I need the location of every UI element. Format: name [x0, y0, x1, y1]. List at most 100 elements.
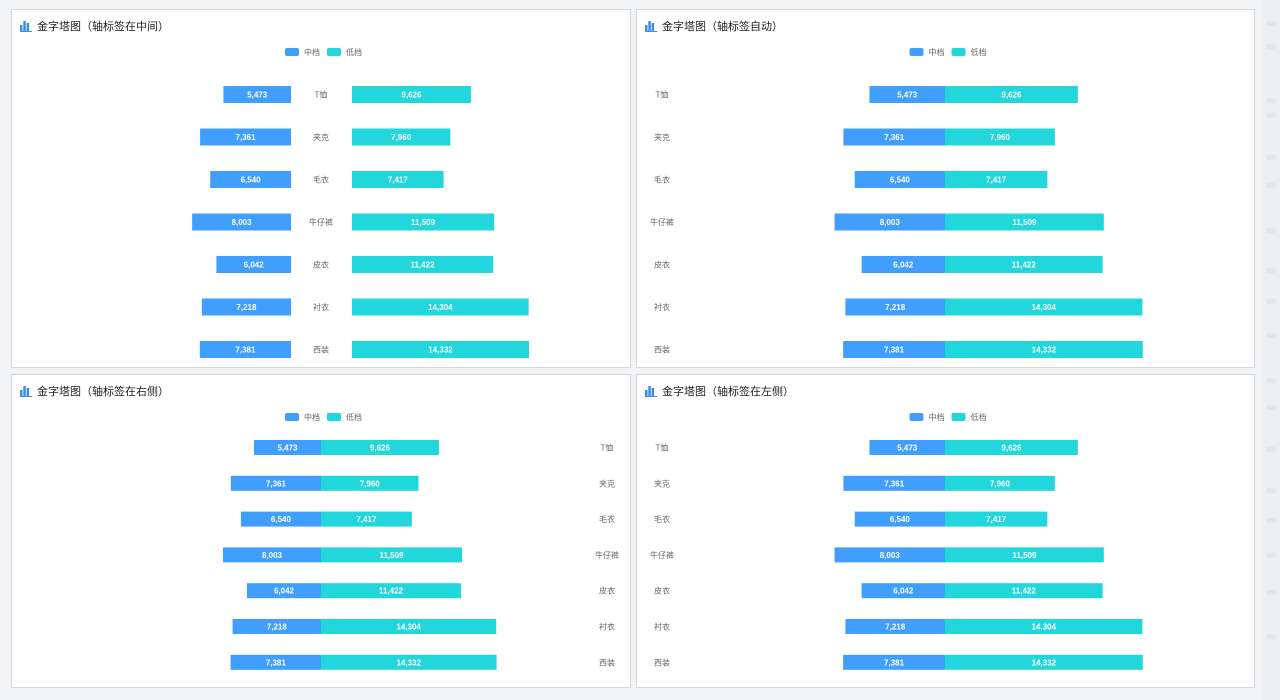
data-label-mid: 8,003	[880, 551, 901, 560]
data-label-mid: 5,473	[897, 91, 918, 100]
data-label-low: 7,960	[990, 479, 1011, 488]
bar-mid-6	[843, 341, 945, 358]
bar-low-4	[945, 583, 1103, 599]
category-label: 毛衣	[313, 175, 329, 185]
legend-swatch-mid	[909, 48, 924, 56]
data-label-mid: 7,361	[236, 133, 257, 142]
data-label-mid: 6,540	[271, 515, 292, 524]
category-label: 牛仔裤	[650, 217, 674, 227]
bar-mid-4	[861, 256, 945, 273]
legend-swatch-mid	[285, 413, 299, 421]
data-label-low: 14,304	[396, 623, 421, 632]
data-label-low: 7,960	[360, 479, 381, 488]
category-label: 皮衣	[654, 586, 670, 596]
bar-low-3	[945, 547, 1104, 563]
data-label-low: 7,417	[986, 515, 1007, 524]
bar-mid-1	[843, 475, 945, 491]
bar-mid-0	[869, 86, 945, 103]
bar-low-6	[945, 654, 1143, 670]
category-label: 夹克	[599, 478, 615, 488]
bar-mid-6	[199, 341, 291, 358]
data-label-mid: 6,042	[893, 587, 914, 596]
bar-low-2	[321, 511, 412, 527]
data-label-mid: 5,473	[247, 91, 268, 100]
data-label-mid: 6,540	[890, 176, 911, 185]
bar-mid-2	[854, 511, 945, 527]
bar-low-6	[945, 341, 1143, 358]
data-label-mid: 6,540	[241, 176, 262, 185]
bar-mid-0	[253, 440, 321, 455]
data-label-mid: 8,003	[880, 218, 901, 227]
chart-panel-auto: 金字塔图（轴标签自动） 中档 低档 5,473 9,626 T恤 7,361 7,960 夹克…	[636, 9, 1255, 368]
legend-swatch-low	[951, 413, 966, 421]
data-label-low: 11,422	[1012, 261, 1037, 270]
bar-mid-5	[845, 619, 945, 634]
pyramid-chart-right: 中档 低档 5,473 9,626 T恤 7,361 7,960 夹克 6,540 7,417 毛衣…	[222, 412, 619, 670]
category-label: 牛仔裤	[595, 550, 619, 560]
bar-low-1	[321, 475, 419, 491]
category-label: 衬衣	[654, 622, 670, 632]
data-label-low: 7,417	[986, 176, 1007, 185]
data-label-low: 14,332	[1032, 658, 1057, 667]
category-label: 毛衣	[599, 514, 615, 524]
bar-low-4	[945, 256, 1103, 273]
legend-label-low: 低档	[346, 47, 362, 57]
bar-mid-0	[869, 440, 945, 455]
data-label-low: 14,332	[1032, 346, 1057, 355]
data-label-mid: 7,381	[235, 346, 256, 355]
data-label-low: 7,417	[356, 515, 377, 524]
data-label-mid: 7,218	[236, 303, 257, 312]
chart-panel-left: 金字塔图（轴标签在左侧） 中档 低档 5,473 9,626 T恤 7,361 7,960 夹…	[636, 374, 1255, 688]
panel-title-text: 金字塔图（轴标签在左侧）	[662, 386, 794, 398]
bar-mid-0	[223, 86, 291, 103]
bar-mid-4	[216, 256, 291, 273]
data-label-mid: 7,361	[884, 133, 905, 142]
bar-chart-icon	[20, 21, 32, 32]
bar-low-6	[352, 341, 530, 358]
page-scrollbar-track[interactable]	[1262, 0, 1280, 700]
bar-low-1	[352, 128, 451, 146]
panel-title-text: 金字塔图（轴标签在中间）	[37, 21, 169, 33]
data-label-mid: 6,042	[244, 261, 265, 270]
category-label: 皮衣	[654, 260, 670, 270]
pyramid-chart-middle: 中档 低档 5,473 9,626 T恤 7,361 7,960 夹克 6,540 7,417 毛衣…	[192, 47, 530, 358]
category-label: 西装	[654, 657, 670, 667]
bar-chart-icon	[645, 21, 657, 32]
category-label: T恤	[656, 90, 669, 100]
category-label: 西装	[599, 657, 615, 667]
data-label-low: 14,332	[428, 346, 453, 355]
bar-mid-2	[240, 511, 321, 527]
data-label-mid: 7,218	[885, 623, 906, 632]
bar-low-0	[945, 440, 1078, 455]
panel-title: 金字塔图（轴标签自动）	[645, 18, 783, 34]
bar-low-6	[321, 654, 497, 670]
category-label: 牛仔裤	[650, 550, 674, 560]
data-label-mid: 8,003	[232, 218, 253, 227]
bar-low-4	[321, 583, 461, 599]
bar-low-1	[945, 475, 1055, 491]
data-label-mid: 6,042	[893, 261, 914, 270]
data-label-low: 7,960	[391, 133, 412, 142]
category-label: T恤	[315, 90, 328, 100]
category-label: 衬衣	[654, 302, 670, 312]
data-label-low: 7,960	[990, 133, 1011, 142]
category-label: 皮衣	[599, 586, 615, 596]
bar-mid-2	[854, 171, 945, 188]
legend-label-mid: 中档	[929, 412, 945, 422]
data-label-mid: 7,218	[885, 303, 906, 312]
bar-mid-3	[834, 213, 945, 231]
pyramid-chart-left: 中档 低档 5,473 9,626 T恤 7,361 7,960 夹克 6,540 7,417 毛衣…	[650, 412, 1143, 670]
bar-low-3	[352, 213, 495, 231]
category-label: 牛仔裤	[309, 217, 333, 227]
data-label-mid: 7,381	[884, 658, 905, 667]
pyramid-chart-auto: 中档 低档 5,473 9,626 T恤 7,361 7,960 夹克 6,540 7,417 毛衣…	[650, 47, 1143, 358]
bar-mid-5	[845, 298, 945, 316]
data-label-low: 14,332	[397, 658, 422, 667]
legend-swatch-mid	[285, 48, 299, 56]
data-label-low: 11,509	[1012, 551, 1037, 560]
legend-label-low: 低档	[971, 412, 987, 422]
category-label: 夹克	[313, 132, 329, 142]
bar-mid-1	[230, 475, 321, 491]
bar-mid-4	[246, 583, 321, 599]
bar-low-5	[945, 619, 1143, 634]
